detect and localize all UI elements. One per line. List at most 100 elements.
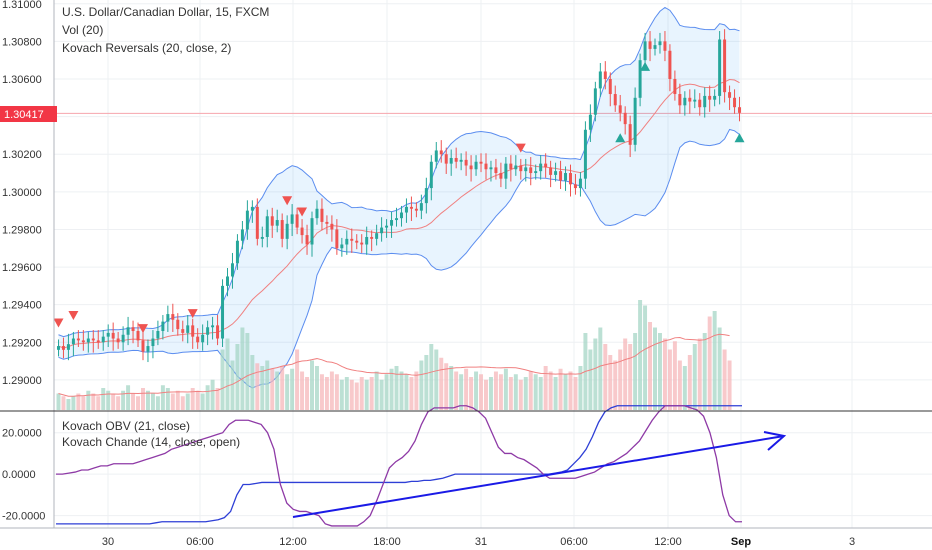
price-tick-label: 1.29400 <box>2 300 42 312</box>
volume-bar <box>235 344 240 410</box>
volume-bar <box>598 327 603 410</box>
candle-body <box>216 325 220 339</box>
volume-bar <box>220 349 225 410</box>
volume-bar <box>364 379 369 410</box>
candle-body <box>514 165 518 170</box>
volume-bar <box>295 349 300 410</box>
candle-body <box>608 78 612 95</box>
volume-bar <box>623 338 628 410</box>
candle-body <box>141 340 145 352</box>
volume-bar <box>190 388 195 410</box>
candle-body <box>653 45 657 49</box>
volume-bar <box>608 355 613 410</box>
indicator-reversals-label[interactable]: Kovach Reversals (20, close, 2) <box>62 41 231 55</box>
volume-ma-line <box>58 333 730 397</box>
volume-bar <box>160 385 165 410</box>
volume-bar <box>479 374 484 410</box>
candle-body <box>315 208 319 219</box>
candle-body <box>429 161 433 189</box>
volume-bar <box>717 327 722 410</box>
volume-bar <box>543 366 548 410</box>
candle-body <box>504 163 508 179</box>
volume-bar <box>464 368 469 410</box>
candle-body <box>86 338 90 343</box>
candle-body <box>648 41 652 49</box>
candle-body <box>434 150 438 162</box>
candle-body <box>728 92 732 98</box>
volume-bar <box>225 338 230 410</box>
candle-body <box>365 236 369 245</box>
candle-body <box>439 150 443 155</box>
reversal-down-marker <box>282 196 293 206</box>
candle-body <box>698 99 702 108</box>
volume-bar <box>399 371 404 410</box>
candle-body <box>76 338 80 341</box>
candle-body <box>270 216 274 226</box>
sub-tick-label: 0.0000 <box>2 469 36 481</box>
candle-body <box>593 88 597 115</box>
symbol-title[interactable]: U.S. Dollar/Canadian Dollar, 15, FXCM <box>62 5 269 19</box>
indicator-vol-label[interactable]: Vol (20) <box>62 23 103 37</box>
reversal-down-marker <box>515 143 526 153</box>
candle-body <box>509 163 513 170</box>
volume-bar <box>449 366 454 410</box>
volume-bar <box>324 377 329 410</box>
volume-bar <box>354 382 359 410</box>
candle-body <box>409 206 413 209</box>
candle-body <box>479 161 483 164</box>
volume-bar <box>727 360 732 410</box>
volume-bar <box>513 374 518 410</box>
volume-bar <box>484 379 488 410</box>
volume-bar <box>474 371 479 410</box>
price-tick-label: 1.29800 <box>2 224 42 236</box>
volume-bar <box>538 377 543 410</box>
candle-body <box>360 242 364 245</box>
candle-body <box>250 206 254 211</box>
indicator-chande-label[interactable]: Kovach Chande (14, close, open) <box>62 435 240 449</box>
candle-body <box>564 173 568 181</box>
volume-bar <box>672 341 677 410</box>
candle-body <box>275 220 279 226</box>
volume-bar <box>310 360 314 410</box>
candle-body <box>399 212 403 219</box>
volume-bar <box>145 390 150 410</box>
indicator-obv-label[interactable]: Kovach OBV (21, close) <box>62 419 190 433</box>
volume-bar <box>359 377 364 410</box>
volume-bar <box>240 327 245 410</box>
candle-body <box>603 71 607 79</box>
chande-line <box>56 405 742 527</box>
time-tick-label: 06:00 <box>560 536 588 548</box>
reversal-up-marker <box>734 133 745 143</box>
volume-bar <box>61 396 66 410</box>
volume-bar <box>136 396 141 410</box>
candle-body <box>181 329 185 333</box>
band-basis <box>58 79 740 349</box>
candle-body <box>554 171 558 175</box>
volume-bar <box>305 377 310 410</box>
volume-bar <box>210 379 215 410</box>
volume-bar <box>175 390 180 410</box>
volume-bar <box>270 368 275 410</box>
volume-bar <box>300 371 305 410</box>
candle-body <box>459 159 463 162</box>
volume-bar <box>638 300 643 410</box>
candle-body <box>191 325 195 337</box>
candle-body <box>618 105 622 113</box>
time-tick-label: 30 <box>102 536 114 548</box>
price-tick-label: 1.29000 <box>2 375 42 387</box>
indicator-subpane <box>56 405 742 527</box>
reversal-markers <box>53 61 745 334</box>
candle-body <box>658 41 662 46</box>
volume-bar <box>712 311 717 410</box>
volume-bar <box>379 379 384 410</box>
candle-body <box>171 314 175 320</box>
candle-body <box>245 210 249 230</box>
reversal-down-marker <box>297 207 308 217</box>
trend-arrow-line[interactable] <box>292 435 785 518</box>
candle-body <box>638 60 642 98</box>
volume-bar <box>593 338 598 410</box>
candle-body <box>320 208 324 222</box>
band-lower <box>58 128 740 389</box>
volume-bar <box>518 379 523 410</box>
